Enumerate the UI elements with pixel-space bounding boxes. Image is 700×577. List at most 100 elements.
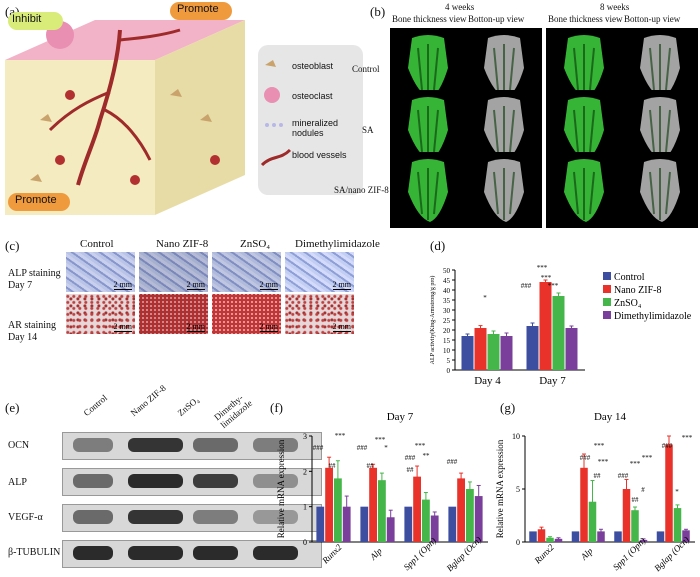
lane-control: Control <box>81 392 110 418</box>
bar <box>622 489 631 542</box>
stain-image: 2 mm <box>139 252 208 292</box>
panel-label-e: (e) <box>5 400 20 415</box>
bar <box>580 467 588 542</box>
category-label: Alp <box>578 546 595 563</box>
bar <box>466 489 474 542</box>
bar <box>500 336 513 370</box>
bar <box>413 476 421 542</box>
bar <box>614 531 622 542</box>
significance-mark: ### <box>313 444 324 452</box>
significance-mark: *** <box>630 460 641 468</box>
blot-label-vegf: VEGF-α <box>8 512 43 523</box>
legend-swatch <box>603 311 611 319</box>
significance-mark: *** <box>335 432 346 440</box>
view-label-2: Botton-up view <box>468 14 525 24</box>
stain-image: 2 mm <box>285 252 354 292</box>
stain-row-ar-1: AR staining <box>8 320 57 331</box>
y-tick-label: 40 <box>443 287 451 295</box>
panel-label-g: (g) <box>500 400 516 415</box>
bar <box>474 496 483 542</box>
bar <box>461 336 474 370</box>
micro-ct-image <box>546 152 622 228</box>
y-tick-label: 2 <box>303 467 307 476</box>
stain-image: 2 mm <box>285 294 354 334</box>
bar <box>597 531 605 542</box>
row-label-control: Control <box>352 64 380 74</box>
promote-top-label: Promote <box>177 3 219 15</box>
week-label-8: 8 weeks <box>600 2 630 12</box>
panel-label-d: (d) <box>430 238 446 253</box>
stain-image: 2 mm <box>212 252 281 292</box>
significance-mark: *** <box>594 442 605 450</box>
bar <box>537 529 546 542</box>
blot-label-tubulin: β-TUBULIN <box>8 547 61 558</box>
promote-bottom-label: Promote <box>15 194 57 206</box>
bar <box>656 531 665 542</box>
stain-col-control: Control <box>80 238 114 250</box>
y-axis-label: Relative mRNA expression <box>276 439 286 538</box>
view-label-4: Botton-up view <box>624 14 681 24</box>
stain-row-alp-1: ALP staining <box>8 268 61 279</box>
y-tick-label: 20 <box>443 327 451 335</box>
legend-label: Control <box>614 272 645 283</box>
blot-label-alp: ALP <box>8 477 27 488</box>
significance-mark: *** <box>682 434 693 442</box>
view-label-1: Bone thickness view <box>392 14 467 24</box>
significance-mark: *** <box>415 442 426 450</box>
bar <box>422 499 430 542</box>
legend-label: Dimethylimidazole <box>614 311 692 322</box>
row-label-sa: SA <box>362 125 374 135</box>
micro-ct-image <box>622 152 698 228</box>
stain-col-znso4: ZnSO₄ <box>240 238 271 250</box>
significance-mark: ### <box>447 458 458 466</box>
bar <box>404 506 413 542</box>
significance-mark: * <box>483 294 487 302</box>
stain-row-ar-2: Day 14 <box>8 332 38 343</box>
significance-mark: ## <box>632 496 640 504</box>
significance-mark: * <box>675 488 679 496</box>
category-label: Day 4 <box>474 375 501 387</box>
significance-mark: ## <box>407 466 415 474</box>
bar <box>342 506 351 542</box>
bar <box>529 531 537 542</box>
bar <box>360 506 369 542</box>
stain-image: 2 mm <box>66 252 135 292</box>
legend-swatch <box>603 272 611 280</box>
stain-image: 2 mm <box>66 294 135 334</box>
bar <box>546 537 554 542</box>
bar <box>526 326 539 370</box>
legend-swatch <box>603 298 611 306</box>
bar <box>378 480 386 542</box>
bar <box>571 531 580 542</box>
inhibit-label: Inhibit <box>12 13 42 25</box>
stain-col-zif8: Nano ZIF-8 <box>156 238 209 250</box>
significance-mark: *** <box>548 282 559 290</box>
significance-mark: *** <box>642 454 653 462</box>
bar <box>665 444 673 542</box>
blot-row <box>62 468 322 496</box>
significance-mark: *** <box>537 264 548 272</box>
bar <box>673 508 682 542</box>
legend-osteoblast: osteoblast <box>292 61 334 71</box>
significance-mark: # <box>641 486 645 494</box>
y-tick-label: 3 <box>303 432 307 441</box>
y-tick-label: 0 <box>447 367 451 375</box>
bar <box>457 478 465 542</box>
bar <box>565 328 578 370</box>
y-tick-label: 5 <box>447 357 451 365</box>
significance-mark: ### <box>618 472 629 480</box>
y-tick-label: 5 <box>516 485 520 494</box>
significance-mark: ### <box>580 454 591 462</box>
significance-mark: *** <box>541 274 552 282</box>
bar <box>474 328 487 370</box>
micro-ct-image <box>466 152 542 228</box>
y-tick-label: 10 <box>443 347 451 355</box>
significance-mark: ### <box>662 442 673 450</box>
significance-mark: ## <box>329 462 337 470</box>
legend-osteoclast: osteoclast <box>292 91 333 101</box>
legend-label: Nano ZIF-8 <box>614 285 662 296</box>
significance-mark: *** <box>598 458 609 466</box>
stain-row-alp-2: Day 7 <box>8 280 33 291</box>
lane-znso4: ZnSO₄ <box>175 394 201 418</box>
significance-mark: ### <box>405 454 416 462</box>
